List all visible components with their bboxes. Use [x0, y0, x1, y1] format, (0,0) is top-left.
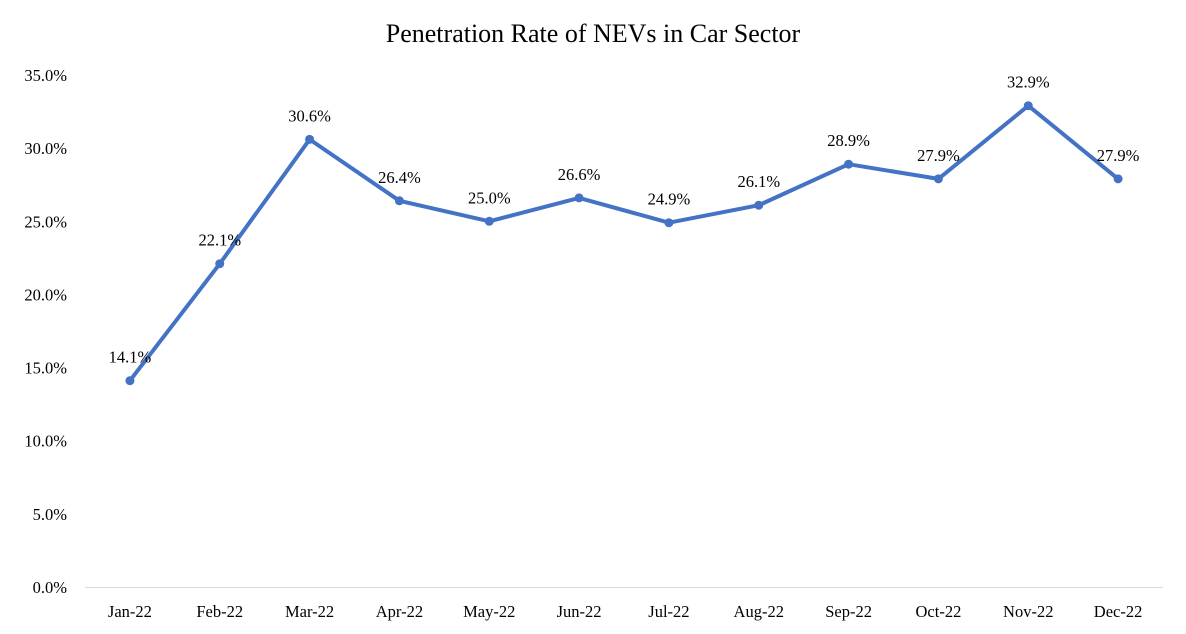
x-tick-label: Mar-22	[285, 602, 334, 621]
data-point	[754, 200, 764, 210]
data-label: 26.4%	[378, 168, 421, 187]
data-point	[664, 218, 674, 228]
data-label: 25.0%	[468, 188, 511, 207]
x-tick-label: Feb-22	[196, 602, 243, 621]
data-points	[125, 101, 1123, 386]
y-tick-label: 0.0%	[33, 578, 68, 597]
data-label: 27.9%	[1097, 146, 1140, 165]
y-tick-label: 15.0%	[24, 359, 67, 378]
data-label: 30.6%	[288, 106, 331, 125]
data-label: 24.9%	[648, 190, 691, 209]
x-tick-label: Jul-22	[648, 602, 689, 621]
chart-title: Penetration Rate of NEVs in Car Sector	[386, 19, 801, 48]
x-tick-label: Aug-22	[734, 602, 784, 621]
data-point	[933, 174, 943, 184]
x-tick-label: Sep-22	[825, 602, 872, 621]
data-label: 14.1%	[109, 348, 152, 367]
x-tick-label: Jun-22	[557, 602, 602, 621]
data-point	[844, 159, 854, 169]
x-tick-label: Jan-22	[108, 602, 152, 621]
y-tick-label: 35.0%	[24, 66, 67, 85]
y-tick-label: 20.0%	[24, 285, 67, 304]
x-tick-label: Nov-22	[1003, 602, 1053, 621]
data-point	[394, 196, 404, 206]
data-point	[574, 193, 584, 203]
data-point	[1023, 101, 1033, 111]
data-point	[484, 216, 494, 226]
y-tick-label: 30.0%	[24, 139, 67, 158]
data-label: 22.1%	[198, 231, 241, 250]
data-labels: 14.1% 22.1% 30.6% 26.4% 25.0% 26.6% 24.9% 26.1%…	[109, 73, 1140, 367]
y-tick-label: 25.0%	[24, 212, 67, 231]
data-label: 26.1%	[737, 172, 780, 191]
data-point	[1113, 174, 1123, 184]
data-point	[125, 376, 135, 386]
data-point	[305, 134, 315, 144]
x-tick-label: Dec-22	[1094, 602, 1143, 621]
y-axis-ticks: 0.0% 5.0% 10.0% 15.0% 20.0% 25.0% 30.0% 35.0%	[24, 66, 67, 597]
y-tick-label: 5.0%	[33, 505, 68, 524]
data-label: 26.6%	[558, 165, 601, 184]
y-tick-label: 10.0%	[24, 432, 67, 451]
x-tick-label: Apr-22	[376, 602, 423, 621]
x-axis-ticks: Jan-22 Feb-22 Mar-22 Apr-22 May-22 Jun-22 Jul-…	[108, 602, 1142, 621]
data-label: 32.9%	[1007, 73, 1050, 92]
x-tick-label: Oct-22	[916, 602, 962, 621]
x-tick-label: May-22	[463, 602, 515, 621]
data-point	[215, 259, 225, 269]
data-label: 28.9%	[827, 131, 870, 150]
data-label: 27.9%	[917, 146, 960, 165]
series-line	[127, 103, 1121, 383]
